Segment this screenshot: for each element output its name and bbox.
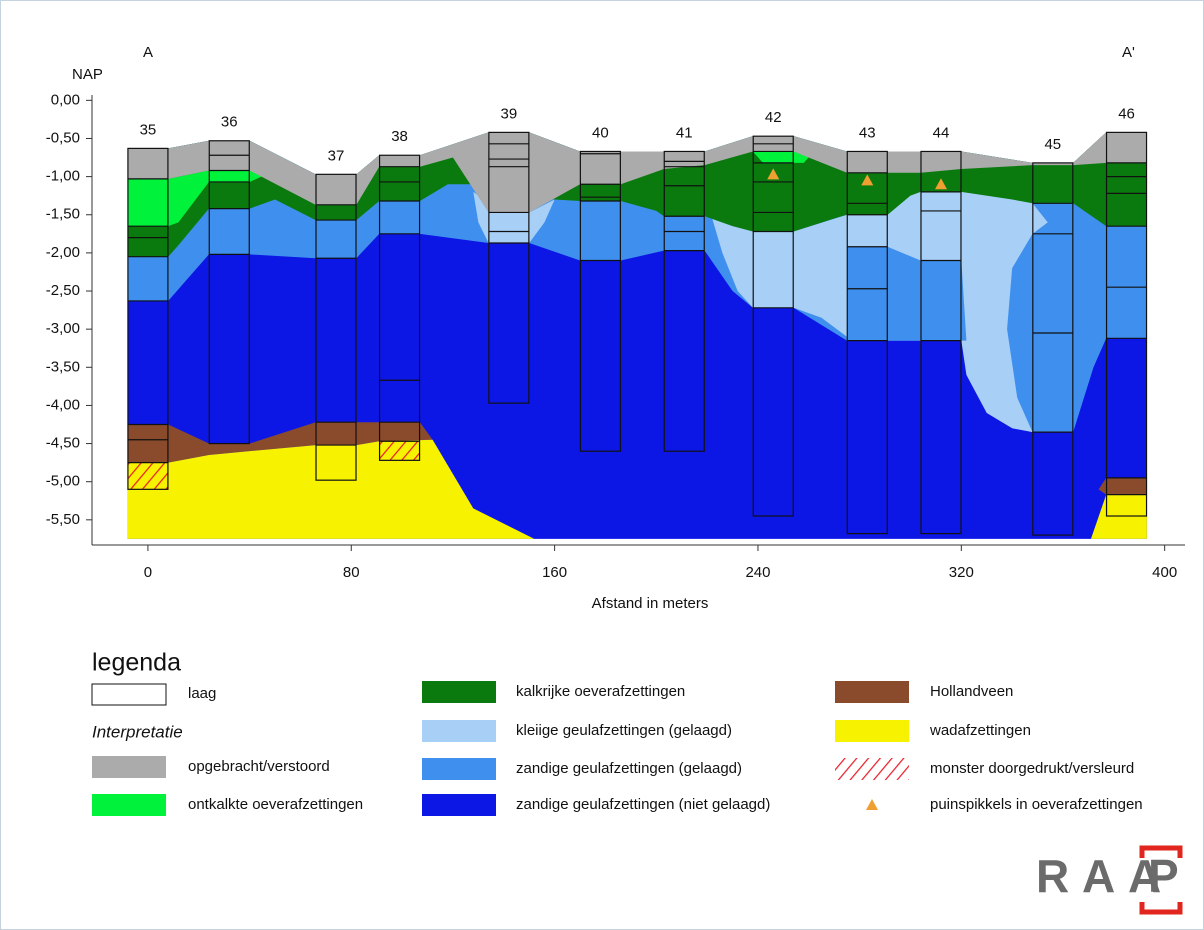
borehole-label: 39 (501, 105, 518, 122)
legend-swatch (422, 794, 496, 816)
legend-swatch (422, 758, 496, 780)
borehole-label: 38 (391, 128, 408, 145)
disturbed-sample (128, 463, 168, 490)
y-tick-label: -0,50 (46, 129, 80, 146)
borehole-label: 42 (765, 109, 782, 126)
legend-label: monster doorgedrukt/versleurd (930, 760, 1134, 777)
logo-letter: A (1082, 850, 1115, 902)
legend-label: zandige geulafzettingen (niet gelaagd) (516, 796, 770, 813)
borehole-label: 36 (221, 114, 238, 131)
legend-label: puinspikkels in oeverafzettingen (930, 796, 1143, 813)
x-tick-label: 0 (144, 564, 152, 581)
borehole-label: 46 (1118, 105, 1135, 122)
y-tick-label: -1,50 (46, 206, 80, 223)
y-tick-label: -3,00 (46, 320, 80, 337)
legend-swatch (92, 794, 166, 816)
borehole-label: 35 (140, 121, 157, 138)
legend-label: ontkalkte oeverafzettingen (188, 796, 363, 813)
y-tick-label: -4,00 (46, 396, 80, 413)
legend-subtitle: Interpretatie (92, 722, 183, 741)
legend-swatch (92, 684, 166, 705)
x-tick-label: 320 (949, 564, 974, 581)
borehole-label: 37 (328, 147, 345, 164)
chart: 35 36 37 38 39 40 41 42 43 44 45 46 A A' NAP Afstan… (0, 0, 1204, 930)
borehole-label: 40 (592, 124, 609, 141)
legend-label: kalkrijke oeverafzettingen (516, 683, 685, 700)
legend-swatch (835, 758, 909, 780)
x-tick-label: 240 (745, 564, 770, 581)
borehole-label: 41 (676, 124, 693, 141)
legend-title: legenda (92, 649, 181, 677)
y-tick-label: -5,50 (46, 511, 80, 528)
x-tick-label: 160 (542, 564, 567, 581)
y-tick-label: 0,00 (51, 91, 80, 108)
y-axis-label: NAP (72, 66, 103, 83)
borehole-label: 45 (1044, 136, 1061, 153)
plot-area: 35 36 37 38 39 40 41 42 43 44 45 46 (128, 105, 1147, 539)
x-tick-label: 400 (1152, 564, 1177, 581)
legend-label: wadafzettingen (929, 722, 1031, 739)
y-tick-label: -4,50 (46, 435, 80, 452)
legend-label: kleiige geulafzettingen (gelaagd) (516, 722, 732, 739)
legend-label: zandige geulafzettingen (gelaagd) (516, 760, 742, 777)
legend-swatch (422, 720, 496, 742)
legend-label: laag (188, 685, 216, 702)
legend-swatch (422, 681, 496, 703)
legend-swatch (835, 720, 909, 742)
y-tick-label: -1,00 (46, 168, 80, 185)
y-tick-label: -2,50 (46, 282, 80, 299)
y-tick-label: -2,00 (46, 244, 80, 261)
section-start: A (143, 44, 153, 61)
section-end: A' (1122, 44, 1135, 61)
disturbed-sample (380, 441, 420, 460)
legend-label: opgebracht/verstoord (188, 758, 330, 775)
legend-label: Hollandveen (930, 683, 1013, 700)
logo-letter: P (1148, 850, 1179, 902)
y-tick-label: -3,50 (46, 358, 80, 375)
x-tick-label: 80 (343, 564, 360, 581)
logo-letter: R (1036, 850, 1069, 902)
x-axis-label: Afstand in meters (592, 595, 709, 612)
layer (1099, 478, 1147, 495)
y-tick-label: -5,00 (46, 473, 80, 490)
legend-swatch (835, 681, 909, 703)
legend-swatch (92, 756, 166, 778)
borehole-label: 43 (859, 124, 876, 141)
borehole-label: 44 (933, 124, 950, 141)
